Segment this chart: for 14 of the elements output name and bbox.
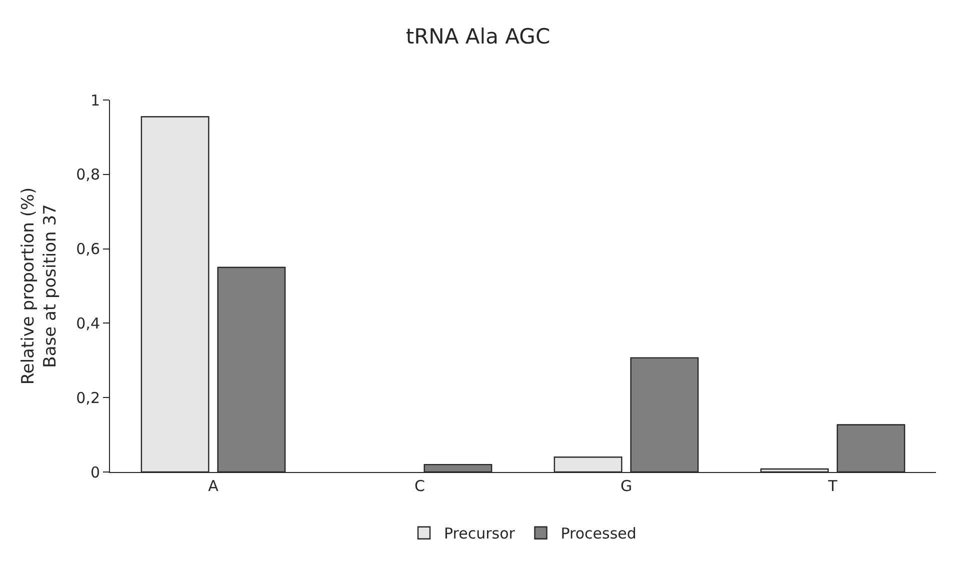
legend-label: Processed [560, 524, 636, 543]
x-tick-label: C [414, 477, 425, 495]
y-tick-label: 0,8 [76, 166, 100, 184]
y-tick-label: 0,4 [76, 314, 100, 332]
y-tick-label: 0,2 [76, 388, 100, 407]
x-tick-label: T [827, 477, 838, 495]
legend-label: Precursor [444, 524, 516, 543]
y-tick-label: 1 [90, 91, 100, 110]
y-axis-title: Relative proportion (%) Base at position 37 [18, 187, 61, 385]
y-tick-label: 0 [90, 463, 100, 482]
chart-title: tRNA Ala AGC [406, 24, 550, 49]
y-tick-label: 0,6 [76, 240, 100, 258]
x-tick-label: G [620, 477, 632, 495]
x-tick-label: A [208, 477, 220, 495]
